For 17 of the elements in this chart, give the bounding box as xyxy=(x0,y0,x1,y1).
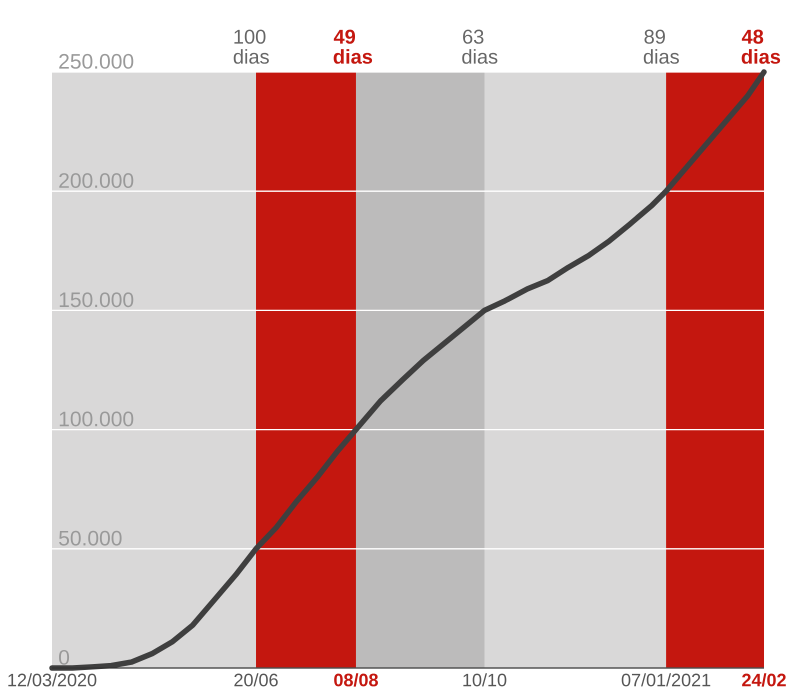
y-tick-label: 200.000 xyxy=(59,173,134,188)
y-tick-label: 100.000 xyxy=(60,412,134,426)
y-tick-label: 150.000 xyxy=(60,292,134,308)
x-tick-label: 07/01/2021 xyxy=(622,673,710,686)
y-tick-label: 0 xyxy=(59,650,70,665)
x-tick-label: 24/02 xyxy=(742,673,786,687)
band-label: 48 dias xyxy=(742,30,780,64)
band-label: 49 dias xyxy=(334,30,372,64)
x-tick-label: 08/08 xyxy=(334,673,378,687)
x-tick-label: 12/03/2020 xyxy=(8,673,96,686)
y-tick-label: 250.000 xyxy=(59,54,134,69)
x-tick-label: 10/10 xyxy=(463,673,506,686)
y-tick-label: 50.000 xyxy=(59,530,122,546)
band-label: 63 dias xyxy=(462,30,498,64)
x-tick-label: 20/06 xyxy=(234,673,278,686)
band-label: 89 dias xyxy=(644,30,679,64)
band-label: 100 dias xyxy=(234,30,269,64)
